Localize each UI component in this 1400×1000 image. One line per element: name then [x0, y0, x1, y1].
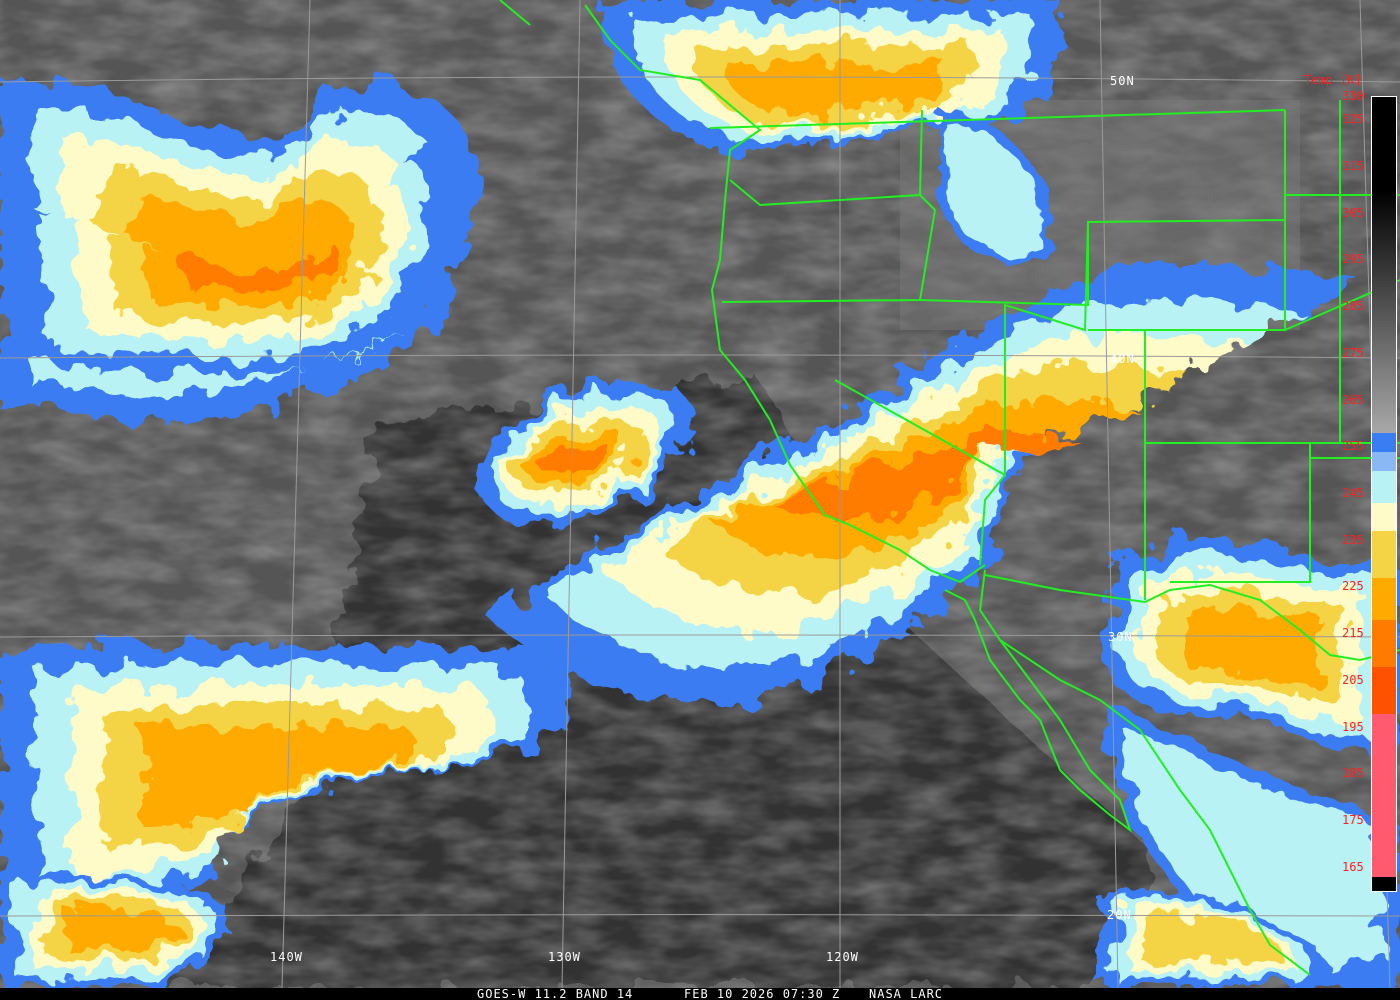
- colorbar-tick-label: 305: [1342, 205, 1364, 220]
- lat-label-20n: 20N: [1107, 908, 1132, 922]
- temperature-colorbar: [1371, 96, 1397, 892]
- colorbar-bin: [1372, 713, 1396, 877]
- colorbar-tick-label: 265: [1342, 392, 1364, 407]
- lat-label-50n: 50N: [1110, 74, 1135, 88]
- colorbar-tick-label: 235: [1342, 532, 1364, 547]
- colorbar-bin: [1372, 503, 1396, 532]
- lon-label-130w: 130W: [548, 950, 581, 964]
- colorbar-bin: [1372, 876, 1396, 891]
- colorbar-tick-label: 165: [1342, 859, 1364, 874]
- colorbar-tick-label: 255: [1342, 439, 1364, 454]
- colorbar-tick-label: 215: [1342, 626, 1364, 641]
- coastlines-and-borders: [499, 0, 1400, 976]
- colorbar-tick-label: 245: [1342, 486, 1364, 500]
- colorbar-bin: [1372, 578, 1396, 621]
- colorbar-tick-label: 285: [1342, 299, 1364, 314]
- colorbar-bin: [1372, 620, 1396, 667]
- colorbar-tick-label: 315: [1342, 159, 1364, 174]
- colorbar-bin: [1372, 433, 1396, 452]
- caption-source: NASA LARC: [869, 987, 944, 1000]
- caption-satellite-band: GOES-W 11.2 BAND 14: [477, 987, 634, 1000]
- cloud-contour: [142, 725, 417, 826]
- colorbar-bin: [1372, 531, 1396, 579]
- lat-label-40n: 40N: [1110, 352, 1135, 366]
- colorbar-bin: [1372, 97, 1396, 191]
- cloud-contour: [1174, 607, 1319, 688]
- cloud-contour: [946, 123, 1044, 256]
- colorbar-tick-label: 275: [1342, 345, 1364, 360]
- colorbar-tick-label: 185: [1342, 766, 1364, 781]
- colorbar-bin: [1372, 190, 1396, 434]
- colorbar-tick-label: 330: [1342, 89, 1364, 103]
- lon-label-120w: 120W: [826, 950, 859, 964]
- cloud-contour: [771, 432, 1077, 521]
- colorbar-tick-label: 175: [1342, 812, 1364, 827]
- colorbar-tick-label: 225: [1342, 579, 1364, 594]
- cloud-contour: [179, 242, 338, 290]
- colorbar-tick-label: 325: [1342, 112, 1364, 127]
- cloud-contour: [1142, 912, 1284, 963]
- lat-label-30n: 30N: [1108, 630, 1133, 644]
- cloud-contour: [66, 908, 175, 951]
- colorbar-bin: [1372, 470, 1396, 504]
- colorbar-tick-label: 195: [1342, 719, 1364, 734]
- cloud-contour: [1117, 723, 1379, 966]
- colorbar-tick-label: 295: [1342, 252, 1364, 267]
- cloud-contour: [538, 444, 613, 474]
- colorbar-bin: [1372, 451, 1396, 471]
- image-caption-bar: GOES-W 11.2 BAND 14 FEB 10 2026 07:30 Z …: [0, 988, 1400, 1000]
- colorbar-bin: [1372, 666, 1396, 714]
- colorbar-tick-label: 205: [1342, 672, 1364, 687]
- caption-datetime: FEB 10 2026 07:30 Z: [684, 987, 841, 1000]
- colorbar-title: Temp [K]: [1304, 73, 1362, 87]
- lon-label-140w: 140W: [270, 950, 303, 964]
- cloud-contour: [724, 61, 947, 117]
